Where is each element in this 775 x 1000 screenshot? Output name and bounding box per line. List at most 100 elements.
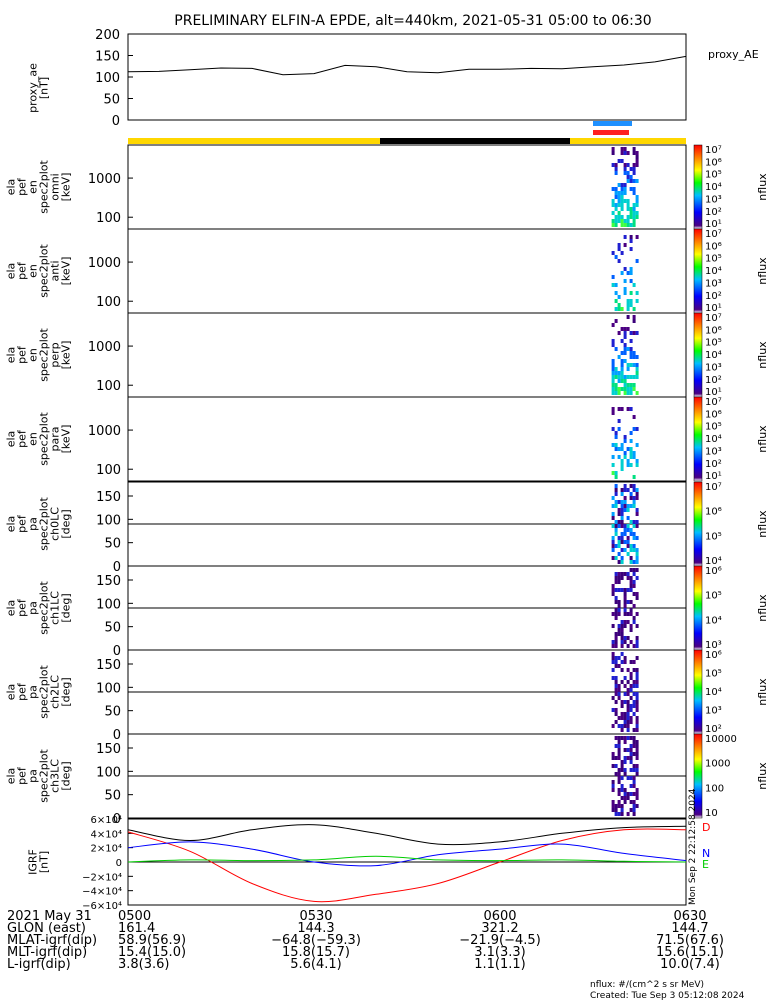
spectrogram-cell bbox=[626, 708, 630, 712]
spectrogram-cell bbox=[620, 367, 624, 371]
spectrogram-cell bbox=[635, 203, 639, 207]
ytick-label: 100 bbox=[96, 597, 121, 612]
spectrogram-cell bbox=[632, 752, 636, 756]
spectrogram-cell bbox=[614, 255, 618, 259]
spectrogram-cell bbox=[620, 808, 624, 812]
spectrogram-cell bbox=[620, 147, 624, 151]
science-zone-red bbox=[593, 130, 629, 135]
spectrogram-cell bbox=[632, 668, 636, 672]
spectrogram-cell bbox=[629, 431, 633, 435]
spectrogram-cell bbox=[629, 211, 633, 215]
spectrogram-cell bbox=[614, 644, 618, 648]
ylabel-line: spec2plot bbox=[38, 665, 51, 719]
spectrogram-cell bbox=[632, 680, 636, 684]
spectrogram-cell bbox=[617, 199, 621, 203]
spectrogram-cell bbox=[629, 496, 633, 500]
spectrogram-cell bbox=[635, 644, 639, 648]
spectrogram-cell bbox=[635, 552, 639, 556]
spectrogram-cell bbox=[614, 528, 618, 532]
footer-cell: 144.3 bbox=[297, 921, 334, 936]
spectrogram-cell bbox=[620, 223, 624, 227]
spectrogram-cell bbox=[626, 668, 630, 672]
spectrogram-cell bbox=[629, 375, 633, 379]
spectrogram-cell bbox=[626, 704, 630, 708]
spectrogram-cell bbox=[614, 692, 618, 696]
spectrogram-cell bbox=[623, 572, 627, 576]
spectrogram-cell bbox=[635, 708, 639, 712]
spectrogram-cell bbox=[626, 163, 630, 167]
spectrogram-cell bbox=[632, 572, 636, 576]
spectrogram-cell bbox=[632, 223, 636, 227]
ytick-label: 50 bbox=[103, 93, 120, 108]
spectrogram-cell bbox=[614, 684, 618, 688]
spectrogram-cell bbox=[623, 187, 627, 191]
spectrogram-cell bbox=[620, 187, 624, 191]
spectrogram-cell bbox=[611, 147, 615, 151]
spectrogram-cell bbox=[614, 447, 618, 451]
spectrogram-cell bbox=[614, 608, 618, 612]
spectrogram-cell bbox=[623, 147, 627, 151]
colorbar-tick-label: 10⁴ bbox=[705, 434, 722, 445]
spectrogram-cell bbox=[629, 560, 633, 564]
colorbar-tick-label: 10⁴ bbox=[705, 615, 722, 626]
spectrogram-cell bbox=[626, 299, 630, 303]
spectrogram-cell bbox=[632, 804, 636, 808]
ytick-label: 100 bbox=[96, 379, 121, 394]
colorbar-label: nflux bbox=[756, 425, 769, 453]
spectrogram-cell bbox=[614, 171, 618, 175]
spectrogram-cell bbox=[626, 516, 630, 520]
ylabel-line: IGRF bbox=[27, 849, 40, 875]
spectrogram-cell bbox=[614, 163, 618, 167]
spectrogram-cell bbox=[626, 508, 630, 512]
ylabel-line: pa bbox=[27, 769, 40, 783]
spectrogram-cell bbox=[635, 724, 639, 728]
spectrogram-cell bbox=[635, 179, 639, 183]
spectrogram-cell bbox=[614, 443, 618, 447]
spectrogram-cell bbox=[623, 532, 627, 536]
spectrogram-cell bbox=[623, 375, 627, 379]
spectrogram-cell bbox=[635, 391, 639, 395]
spectrogram-cell bbox=[635, 299, 639, 303]
footer-row-label: L-igrf(dip) bbox=[7, 957, 71, 972]
spectrogram-cell bbox=[614, 291, 618, 295]
spectrogram-cell bbox=[629, 331, 633, 335]
spectrogram-cell bbox=[614, 700, 618, 704]
spectrogram-cell bbox=[623, 548, 627, 552]
ylabel-line: ela bbox=[5, 768, 18, 785]
spectrogram-cell bbox=[626, 347, 630, 351]
spectrogram-cell bbox=[617, 419, 621, 423]
ylabel-line: en bbox=[27, 432, 40, 446]
spectrogram-cell bbox=[629, 299, 633, 303]
spectrogram-cell bbox=[632, 455, 636, 459]
spectrogram-cell bbox=[617, 355, 621, 359]
spectrogram-cell bbox=[635, 672, 639, 676]
colorbar-tick-label: 10⁴ bbox=[705, 182, 722, 193]
spectrogram-cell bbox=[626, 363, 630, 367]
ytick-label: 100 bbox=[96, 513, 121, 528]
spectrogram-cell bbox=[635, 508, 639, 512]
spectrogram-cell bbox=[623, 163, 627, 167]
spectrogram-cell bbox=[614, 532, 618, 536]
ylabel-line: pef bbox=[16, 261, 29, 280]
spectrogram-cell bbox=[629, 600, 633, 604]
spectrogram-panel: 150100500elapefpaspec2plotch1LC[deg]10⁶1… bbox=[5, 565, 769, 659]
spectrogram-cell bbox=[611, 548, 615, 552]
ytick-label: 150 bbox=[95, 50, 120, 65]
spectrogram-cell bbox=[620, 636, 624, 640]
colorbar bbox=[693, 649, 703, 735]
spectrogram-cell bbox=[632, 207, 636, 211]
spectrogram-cell bbox=[611, 544, 615, 548]
spectrogram-cell bbox=[617, 508, 621, 512]
spectrogram-cell bbox=[623, 387, 627, 391]
spectrogram-cell bbox=[623, 792, 627, 796]
spectrogram-cell bbox=[611, 471, 615, 475]
ytick-label: 100 bbox=[96, 463, 121, 478]
ytick-label: 0 bbox=[113, 728, 121, 743]
spectrogram-cell bbox=[626, 504, 630, 508]
colorbar-tick-label: 10⁵ bbox=[705, 591, 722, 602]
spectrogram-cell bbox=[635, 668, 639, 672]
spectrogram-cell bbox=[626, 367, 630, 371]
igrf-line-N bbox=[127, 841, 687, 867]
spectrogram-cell bbox=[632, 387, 636, 391]
